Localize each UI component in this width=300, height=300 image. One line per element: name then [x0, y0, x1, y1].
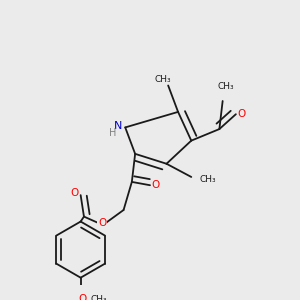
Text: CH₃: CH₃ — [218, 82, 234, 91]
Text: O: O — [78, 294, 86, 300]
Text: O: O — [238, 109, 246, 119]
Text: H: H — [109, 128, 116, 138]
Text: N: N — [114, 121, 122, 131]
Text: CH₃: CH₃ — [155, 75, 172, 84]
Text: CH₃: CH₃ — [91, 295, 107, 300]
Text: CH₃: CH₃ — [200, 175, 216, 184]
Text: O: O — [152, 180, 160, 190]
Text: O: O — [70, 188, 79, 199]
Text: O: O — [98, 218, 106, 228]
